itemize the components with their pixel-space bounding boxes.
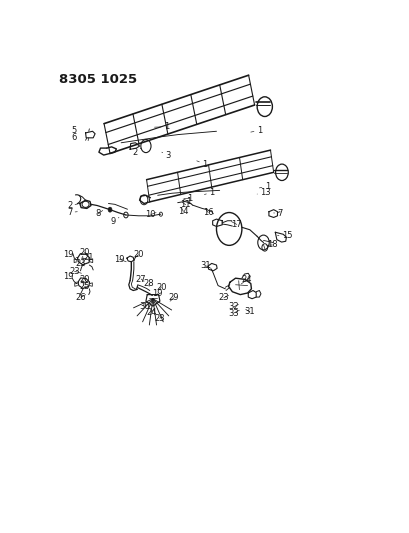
Text: 20: 20 <box>133 251 144 259</box>
Text: 1: 1 <box>250 126 261 135</box>
Text: 9: 9 <box>110 217 119 227</box>
Text: 16: 16 <box>202 208 213 217</box>
Text: 32: 32 <box>228 302 238 311</box>
Text: 1: 1 <box>259 182 269 191</box>
Text: 23: 23 <box>154 314 165 323</box>
Text: 19: 19 <box>152 289 162 298</box>
Text: 8: 8 <box>95 209 103 218</box>
Text: 11: 11 <box>180 200 191 209</box>
Text: 1: 1 <box>196 159 207 168</box>
Text: 23: 23 <box>218 293 229 302</box>
Text: 19: 19 <box>63 250 77 259</box>
Text: 17: 17 <box>231 220 242 229</box>
Text: 20: 20 <box>79 248 90 257</box>
Text: 1: 1 <box>183 197 191 206</box>
Text: 20: 20 <box>79 274 90 284</box>
Text: 28: 28 <box>144 279 154 288</box>
Text: 24: 24 <box>146 308 156 317</box>
Text: 2: 2 <box>132 148 141 157</box>
Text: 7: 7 <box>67 208 77 217</box>
Text: 8305 1025: 8305 1025 <box>59 73 137 86</box>
Text: 14: 14 <box>178 207 188 216</box>
Text: 33: 33 <box>228 309 239 318</box>
Text: 24: 24 <box>240 276 251 284</box>
Text: 30: 30 <box>139 302 150 311</box>
Text: 29: 29 <box>168 293 179 302</box>
Text: 2: 2 <box>67 201 79 211</box>
Text: 10: 10 <box>145 210 156 219</box>
Text: 15: 15 <box>277 231 292 240</box>
Text: 6: 6 <box>71 133 76 142</box>
Text: 21: 21 <box>83 253 94 262</box>
Text: 7: 7 <box>273 209 282 218</box>
Text: 5: 5 <box>71 126 76 135</box>
Text: 18: 18 <box>266 240 277 249</box>
Text: 13: 13 <box>256 188 270 197</box>
Text: 23: 23 <box>69 266 81 276</box>
Text: 20: 20 <box>155 282 166 292</box>
Text: 19: 19 <box>114 255 126 264</box>
Text: 31: 31 <box>244 308 254 317</box>
Circle shape <box>108 207 112 212</box>
Text: 3: 3 <box>162 151 171 160</box>
Text: 1: 1 <box>204 188 214 197</box>
Text: 1: 1 <box>184 194 192 203</box>
Text: 27: 27 <box>135 274 146 284</box>
Text: 25: 25 <box>79 282 90 291</box>
Text: 31: 31 <box>200 261 211 270</box>
Text: 26: 26 <box>75 293 86 302</box>
Text: 19: 19 <box>63 272 76 282</box>
Text: 23: 23 <box>76 259 86 268</box>
Text: 1: 1 <box>154 122 169 131</box>
